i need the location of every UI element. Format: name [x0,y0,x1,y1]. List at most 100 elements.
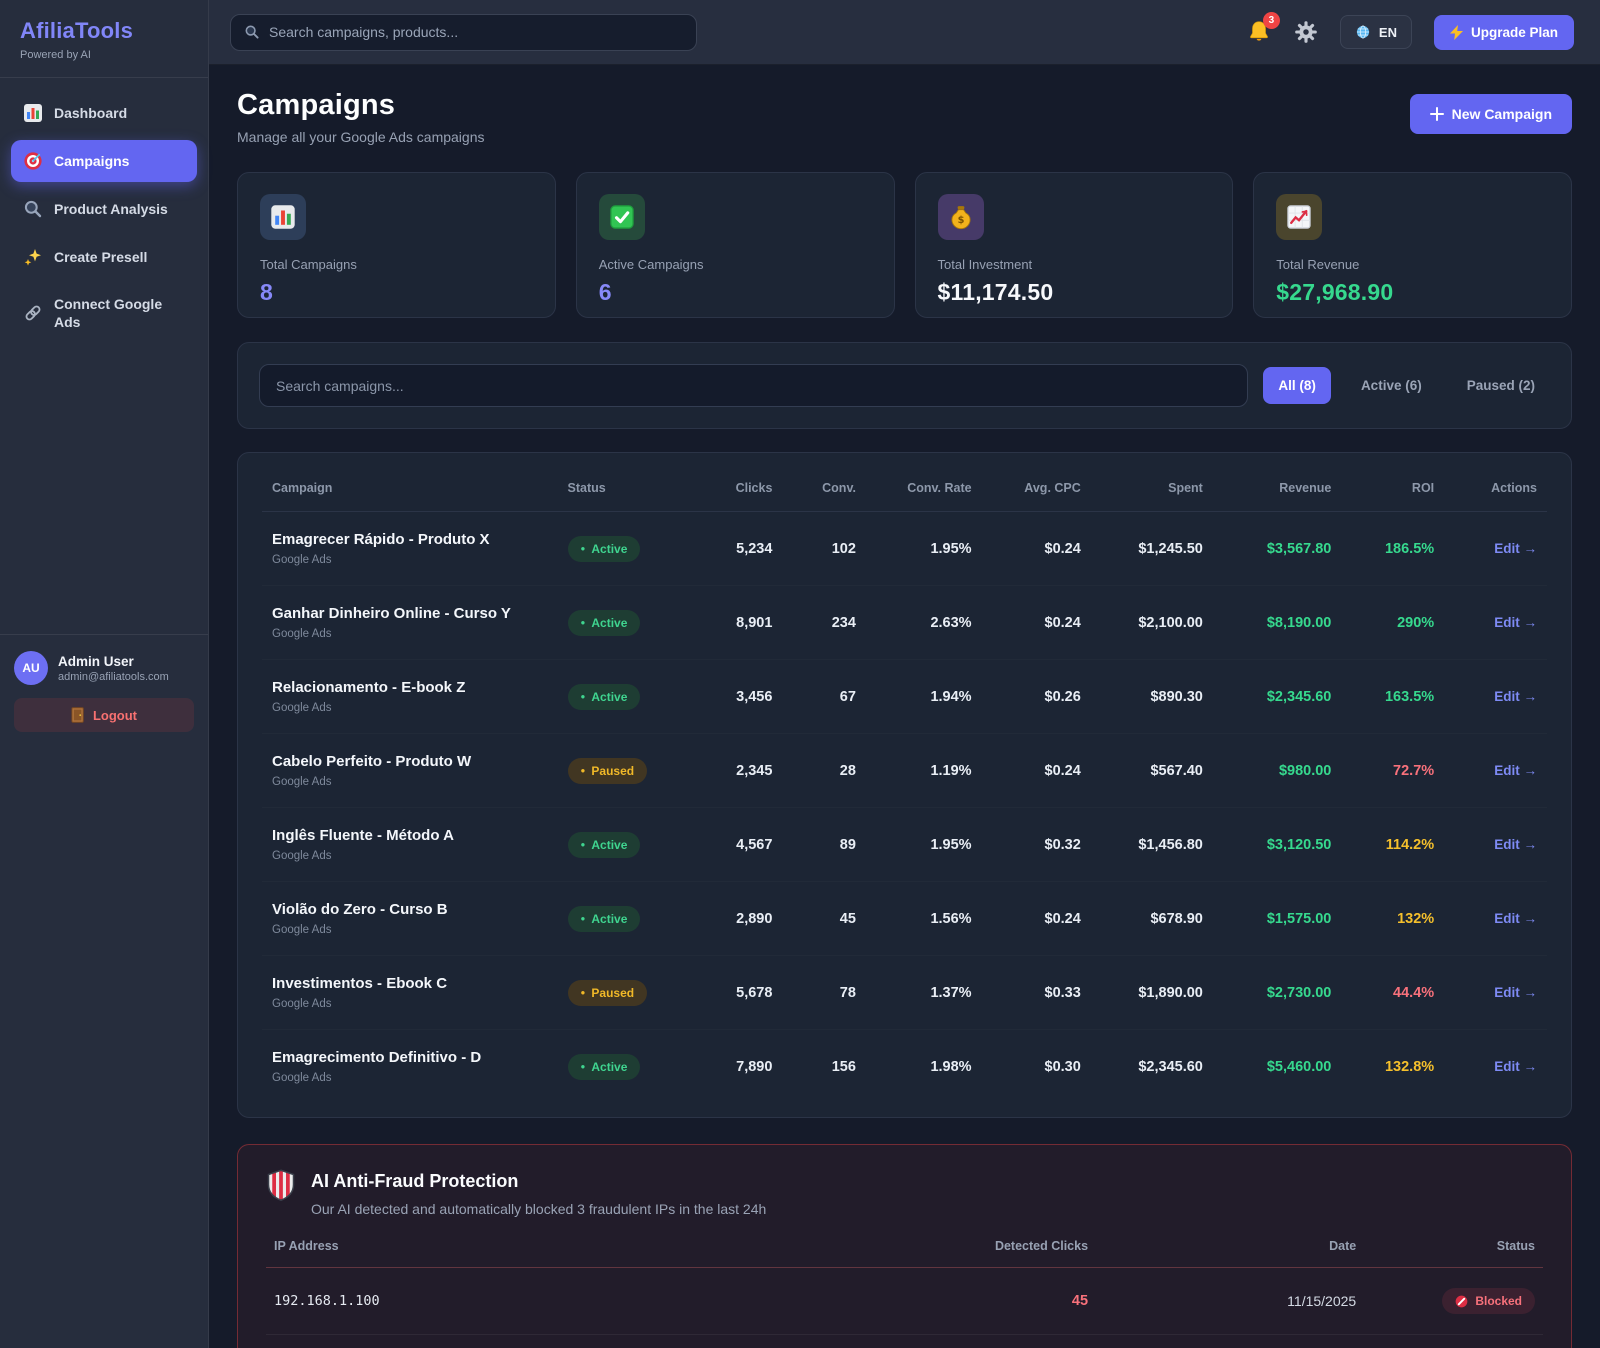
status-badge: Active [567,905,641,932]
edit-link[interactable]: Edit → [1494,540,1537,556]
column-header: Avg. CPC [981,461,1091,512]
upgrade-plan-label: Upgrade Plan [1470,24,1558,40]
stat-label: Active Campaigns [598,257,704,272]
clicks-value: 2,890 [686,882,782,956]
fraud-header-row: IP Address Detected Clicks Date Status [266,1217,1543,1268]
language-selector[interactable]: EN [1339,15,1412,49]
stat-card-total-revenue: Total Revenue $27,968.90 [1253,172,1572,318]
sidebar-item-campaigns[interactable]: Campaigns [11,140,197,182]
plus-icon [1429,107,1444,121]
campaign-search-input[interactable] [259,364,1249,407]
column-header: ROI [1341,461,1445,512]
revenue-value: $3,567.80 [1266,540,1332,557]
filter-tab-paused[interactable]: Paused (2) [1452,367,1550,404]
settings-button[interactable] [1294,20,1318,44]
conv-rate-value: 1.19% [866,734,982,808]
campaign-name: Investimentos - Ebook C [272,975,448,992]
no-entry-icon [1455,1295,1468,1307]
table-row: Inglês Fluente - Método A Google Ads Act… [262,808,1547,882]
edit-link[interactable]: Edit → [1494,910,1537,926]
sidebar-item-product-analysis[interactable]: Product Analysis [11,188,197,230]
edit-link[interactable]: Edit → [1494,984,1537,1000]
filter-tab-active[interactable]: Active (6) [1346,367,1437,404]
edit-link[interactable]: Edit → [1494,762,1537,778]
roi-value: 163.5% [1341,660,1444,734]
filter-tab-all[interactable]: All (8) [1263,367,1331,404]
campaign-platform: Google Ads [272,998,332,1010]
stat-value: 6 [598,279,612,305]
edit-link[interactable]: Edit → [1494,836,1537,852]
stat-label: Total Campaigns [260,257,357,272]
brand-tagline: Powered by AI [20,49,91,61]
column-header: Actions [1444,461,1547,512]
edit-link[interactable]: Edit → [1494,614,1537,630]
stat-card-total-investment: $ Total Investment $11,174.50 [914,172,1234,318]
spent-value: $567.40 [1091,734,1213,808]
roi-value: 132.8% [1341,1030,1444,1104]
logout-button[interactable]: Logout [14,698,194,733]
stat-value: $27,968.90 [1276,279,1394,305]
avg-cpc-value: $0.26 [982,660,1091,734]
user-section: AU Admin User admin@afiliatools.com Logo… [0,634,208,748]
main-content: Campaigns Manage all your Google Ads cam… [209,0,1600,1348]
upgrade-plan-button[interactable]: Upgrade Plan [1433,14,1574,50]
campaign-platform: Google Ads [272,554,332,566]
anti-fraud-title: AI Anti-Fraud Protection [311,1171,519,1191]
global-search-input[interactable] [269,24,683,40]
status-badge: Paused [567,979,648,1006]
fraud-row: 10.0.0.234 32 11/14/2025 Blocked [266,1334,1543,1348]
revenue-value: $980.00 [1213,734,1342,808]
campaign-platform: Google Ads [272,850,332,862]
fraud-table: IP Address Detected Clicks Date Status 192.… [266,1217,1543,1348]
column-header: Conv. Rate [865,461,982,512]
notifications-button[interactable]: 3 [1246,12,1280,45]
sidebar: AfiliaTools Powered by AI Dashboard Camp… [0,0,209,1348]
money-bag-icon: $ [937,194,984,240]
status-badge: Active [567,535,641,562]
door-icon [71,707,85,724]
conversions-value: 102 [831,540,856,557]
user-email: admin@afiliatools.com [58,670,169,683]
avg-cpc-value: $0.33 [982,956,1091,1030]
column-header: Clicks [686,461,783,512]
revenue-value: $2,345.60 [1213,660,1342,734]
campaigns-table-card: Campaign Status Clicks Conv. Conv. Rate Avg. … [237,452,1572,1118]
status-badge: Active [567,683,641,710]
column-header: Detected Clicks [827,1217,1097,1268]
sidebar-item-dashboard[interactable]: Dashboard [11,92,197,134]
conversions-value: 78 [782,956,866,1030]
clicks-value: 5,234 [736,540,773,557]
stat-card-active-campaigns: Active Campaigns 6 [575,172,895,318]
clicks-value: 3,456 [686,660,782,734]
campaign-name: Inglês Fluente - Método A [272,827,454,844]
page-subtitle: Manage all your Google Ads campaigns [237,129,485,145]
column-header: Campaign [262,461,558,512]
edit-link[interactable]: Edit → [1494,1058,1537,1074]
column-header: Spent [1090,461,1213,512]
new-campaign-label: New Campaign [1451,106,1552,122]
campaign-name: Relacionamento - E-book Z [272,679,466,696]
sidebar-nav: Dashboard Campaigns Product Analysis Cre… [0,78,208,342]
clicks-value: 2,345 [686,734,782,808]
stat-value: $11,174.50 [937,279,1054,305]
clicks-value: 4,567 [686,808,782,882]
avg-cpc-value: $0.24 [982,734,1091,808]
blocked-date: 11/15/2025 [1287,1293,1357,1309]
page-title: Campaigns [237,89,396,121]
avatar: AU [14,651,48,686]
brand-logo: AfiliaTools [20,18,134,43]
conv-rate-value: 1.95% [930,540,972,557]
campaigns-table: Campaign Status Clicks Conv. Conv. Rate Avg. … [262,461,1547,1103]
spent-value: $2,345.60 [1091,1030,1213,1104]
stat-label: Total Investment [937,257,1033,272]
edit-link[interactable]: Edit → [1494,688,1537,704]
check-mark-icon [598,194,645,240]
sidebar-item-connect-google-ads[interactable]: Connect Google Ads [11,284,197,342]
new-campaign-button[interactable]: New Campaign [1409,94,1572,134]
notification-badge: 3 [1262,12,1280,29]
table-row: Violão do Zero - Curso B Google Ads Acti… [262,882,1547,956]
blocked-badge: Blocked [1442,1288,1535,1314]
status-badge: Active [567,609,641,636]
sidebar-item-create-presell[interactable]: Create Presell [11,236,197,278]
conversions-value: 234 [782,586,866,660]
